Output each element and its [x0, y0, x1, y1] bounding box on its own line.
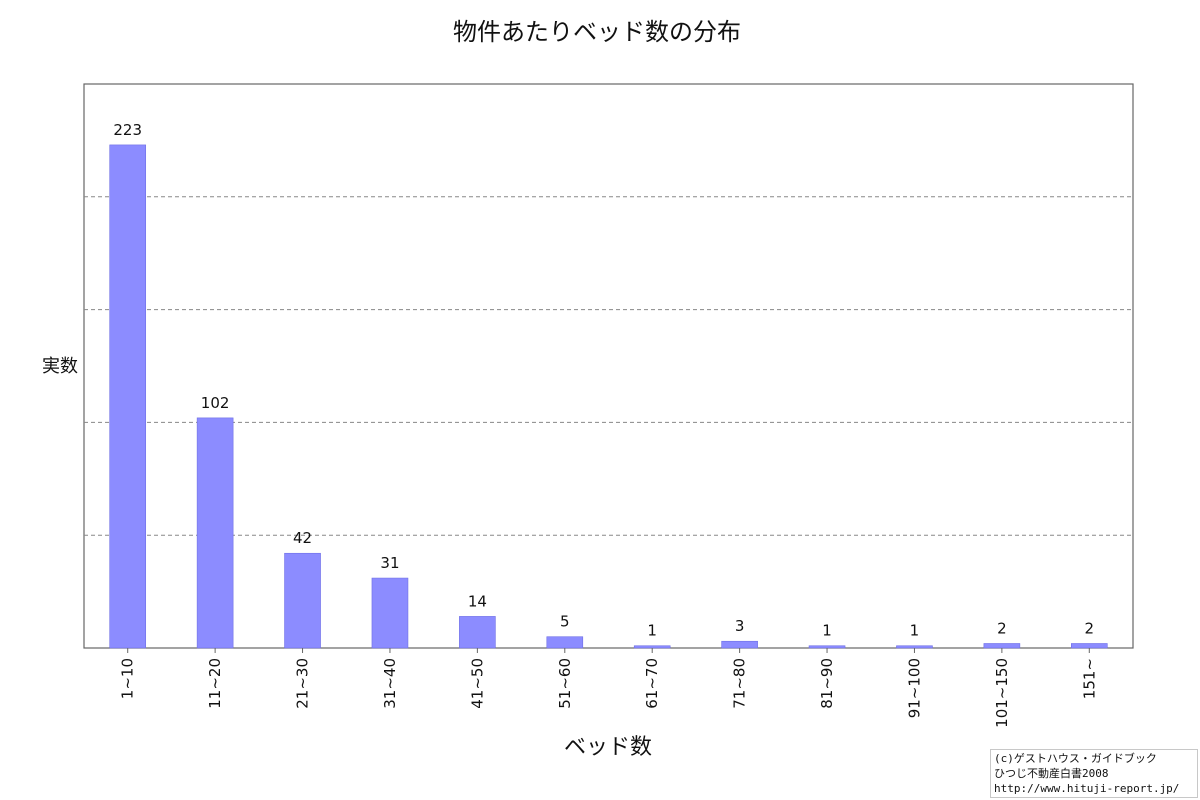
- data-label: 2: [997, 619, 1007, 637]
- data-label: 3: [735, 617, 745, 635]
- bar: [896, 645, 933, 649]
- bar: [808, 645, 846, 649]
- bar: [983, 643, 1021, 649]
- x-axis-label: ベッド数: [564, 735, 652, 760]
- x-tick-label: 51~60: [556, 658, 574, 709]
- data-label: 1: [822, 622, 832, 640]
- bar: [546, 636, 584, 649]
- data-label: 31: [380, 554, 399, 572]
- bar: [371, 577, 409, 649]
- plot-frame: [83, 83, 1134, 649]
- x-tick-label: 41~50: [468, 658, 486, 709]
- bar: [721, 640, 758, 649]
- grid-lines: [84, 196, 1133, 536]
- data-label: 1: [910, 622, 920, 640]
- bar: [459, 616, 496, 649]
- bar: [196, 417, 234, 649]
- x-tick-label: 151~: [1080, 658, 1098, 699]
- bar: [1070, 643, 1108, 649]
- x-tick-labels: 1~10 11~20 21~30 31~40 41~50 51~60 61~70 71~80 8…: [119, 648, 1098, 728]
- x-tick-label: 71~80: [731, 658, 749, 709]
- data-label: 223: [113, 121, 142, 139]
- y-axis-label: 実数: [42, 356, 78, 377]
- bar: [633, 645, 671, 649]
- x-tick-label: 81~90: [818, 658, 836, 709]
- publication-line: ひつじ不動産白書2008: [994, 767, 1109, 780]
- website-url: http://www.hituji-report.jp/: [994, 782, 1180, 795]
- chart-title: 物件あたりベッド数の分布: [453, 18, 741, 46]
- x-tick-label: 31~40: [381, 658, 399, 709]
- data-label: 102: [201, 394, 230, 412]
- bar: [284, 552, 321, 649]
- x-tick-label: 61~70: [643, 658, 661, 709]
- copyright-box: (c)ゲストハウス・ガイドブック ひつじ不動産白書2008 http://www…: [990, 749, 1198, 798]
- x-tick-label: 101~150: [993, 658, 1011, 728]
- data-label: 1: [647, 622, 657, 640]
- data-label: 42: [293, 529, 312, 547]
- bar: [109, 144, 147, 649]
- x-tick-label: 21~30: [294, 658, 312, 709]
- data-label: 2: [1085, 619, 1095, 637]
- data-label: 5: [560, 613, 570, 631]
- copyright-line: (c)ゲストハウス・ガイドブック: [994, 752, 1157, 765]
- data-label: 14: [468, 592, 487, 610]
- x-tick-label: 1~10: [119, 658, 137, 699]
- bars: [109, 144, 1108, 649]
- x-tick-label: 11~20: [206, 658, 224, 709]
- x-tick-label: 91~100: [905, 658, 923, 718]
